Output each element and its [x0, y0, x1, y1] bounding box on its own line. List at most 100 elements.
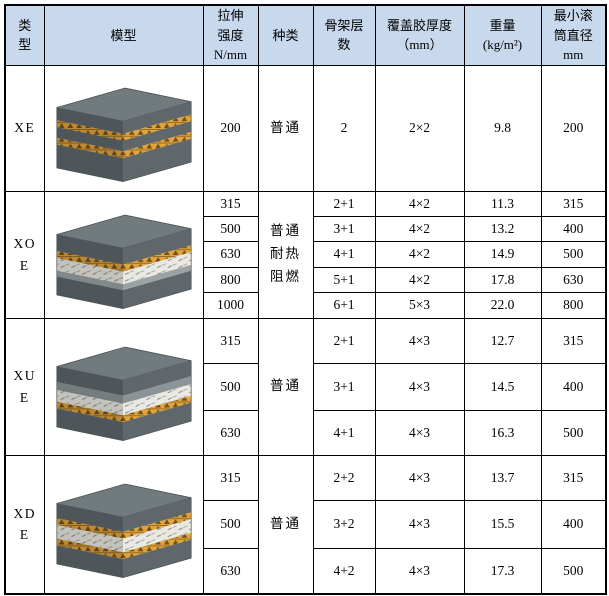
plies-value: 2 — [312, 64, 376, 192]
type-cell-xe: XE — [4, 64, 45, 192]
model-cell-xe — [43, 64, 204, 192]
header-drum-line2: 筒直径 — [553, 27, 593, 43]
weight-value: 14.9 — [463, 240, 542, 268]
header-kind-line1: 种类 — [272, 27, 299, 43]
plies-value: 3+2 — [312, 499, 376, 549]
cover-value: 4×3 — [374, 362, 465, 411]
row-xoe-1: XO E 315 普通 耐热 阻燃 2+1 4×2 11.3 315 — [4, 190, 607, 319]
cover-value: 4×3 — [374, 547, 465, 595]
header-drum-line1: 最小滚 — [553, 8, 593, 23]
row-xde-1: XD E 315 普通 2+2 4×3 13.7 315 — [4, 454, 607, 595]
tensile-value: 315 — [202, 454, 259, 501]
header-row: 类 型 模型 拉伸 强度 N/mm 种类 骨架层 数 — [4, 4, 607, 66]
tensile-value: 200 — [202, 64, 259, 192]
cover-value: 4×2 — [374, 240, 465, 268]
weight-value: 11.3 — [463, 190, 542, 217]
header-model-line1: 模型 — [110, 27, 137, 43]
tensile-value: 1000 — [202, 291, 259, 319]
drum-value: 800 — [540, 291, 607, 319]
row-xde-3: 630 4+2 4×3 17.3 500 — [5, 547, 607, 595]
tensile-value: 500 — [202, 215, 259, 242]
kind-cell-xue: 普通 — [257, 317, 314, 456]
cover-value: 4×3 — [374, 454, 465, 501]
row-xe: XE 200 普通 2 2×2 9.8 200 — [4, 64, 607, 192]
type-label: E — [19, 389, 30, 405]
cover-value: 4×2 — [374, 215, 465, 242]
weight-value: 16.3 — [463, 409, 542, 456]
belt-3d-xe-icon — [55, 87, 192, 182]
row-xoe-2: 500 3+1 4×2 13.2 400 — [5, 215, 607, 242]
weight-value: 13.2 — [463, 215, 542, 242]
drum-value: 400 — [540, 215, 607, 242]
header-cover-line2: （mm） — [396, 37, 443, 53]
belt-3d-xue-icon — [55, 346, 192, 441]
weight-value: 14.5 — [463, 362, 542, 411]
header-plies-line1: 骨架层 — [324, 17, 364, 33]
kind-cell-xoe: 普通 耐热 阻燃 — [257, 190, 314, 319]
plies-value: 3+1 — [312, 215, 376, 242]
type-cell-xoe: XO E — [4, 190, 45, 319]
plies-value: 4+1 — [312, 409, 376, 456]
plies-value: 4+1 — [312, 240, 376, 268]
weight-value: 12.7 — [463, 317, 542, 364]
tensile-value: 500 — [202, 499, 259, 549]
belt-3d-xoe-icon — [55, 214, 192, 309]
cover-value: 4×2 — [374, 190, 465, 217]
col-header-model: 模型 — [43, 4, 204, 66]
type-label: E — [19, 257, 30, 273]
drum-value: 500 — [540, 240, 607, 268]
col-header-weight: 重量 (kg/m²) — [463, 4, 542, 66]
kind-cell-xe: 普通 — [257, 64, 314, 192]
cover-value: 4×3 — [374, 499, 465, 549]
row-xoe-4: 800 5+1 4×2 17.8 630 — [5, 266, 607, 293]
drum-value: 400 — [540, 362, 607, 411]
drum-value: 500 — [540, 409, 607, 456]
header-weight-line1: 重量 — [489, 17, 516, 33]
tensile-value: 630 — [202, 240, 259, 268]
header-drum-line3: mm — [563, 47, 584, 62]
cover-value: 4×2 — [374, 266, 465, 293]
header-tensile-line2: 强度 — [217, 27, 244, 43]
header-weight-line2: (kg/m²) — [482, 37, 523, 53]
plies-value: 5+1 — [312, 266, 376, 293]
type-label: XE — [14, 120, 36, 136]
plies-value: 4+2 — [312, 547, 376, 595]
tensile-value: 630 — [202, 547, 259, 595]
cover-value: 4×3 — [374, 317, 465, 364]
weight-value: 17.3 — [463, 547, 542, 595]
col-header-cover: 覆盖胶厚度 （mm） — [374, 4, 465, 66]
belt-3d-xde-icon — [55, 483, 192, 579]
col-header-kind: 种类 — [257, 4, 314, 66]
type-label: XD — [13, 505, 36, 521]
drum-value: 315 — [540, 454, 607, 501]
belt-spec-table: 类 型 模型 拉伸 强度 N/mm 种类 骨架层 数 — [4, 4, 607, 595]
col-header-drum: 最小滚 筒直径 mm — [540, 4, 607, 66]
model-cell-xue — [43, 317, 204, 456]
type-label: E — [19, 527, 30, 543]
plies-value: 6+1 — [312, 291, 376, 319]
kind-label: 普通 — [270, 515, 301, 531]
type-label: XU — [13, 367, 36, 383]
header-type-line1: 类 — [18, 17, 32, 33]
kind-label: 阻燃 — [270, 268, 301, 284]
drum-value: 500 — [540, 547, 607, 595]
type-cell-xde: XD E — [4, 454, 45, 595]
header-tensile-line3: N/mm — [213, 47, 248, 62]
type-label: XO — [13, 235, 36, 251]
weight-value: 15.5 — [463, 499, 542, 549]
header-type-line2: 型 — [18, 37, 32, 53]
cover-value: 5×3 — [374, 291, 465, 319]
drum-value: 315 — [540, 317, 607, 364]
header-plies-line2: 数 — [337, 37, 351, 53]
plies-value: 2+1 — [312, 190, 376, 217]
row-xde-2: 500 3+2 4×3 15.5 400 — [5, 499, 607, 549]
drum-value: 315 — [540, 190, 607, 217]
tensile-value: 630 — [202, 409, 259, 456]
kind-label: 耐热 — [270, 246, 301, 262]
plies-value: 2+1 — [312, 317, 376, 364]
model-cell-xde — [43, 454, 204, 595]
drum-value: 400 — [540, 499, 607, 549]
header-cover-line1: 覆盖胶厚度 — [386, 17, 452, 33]
tensile-value: 800 — [202, 266, 259, 293]
